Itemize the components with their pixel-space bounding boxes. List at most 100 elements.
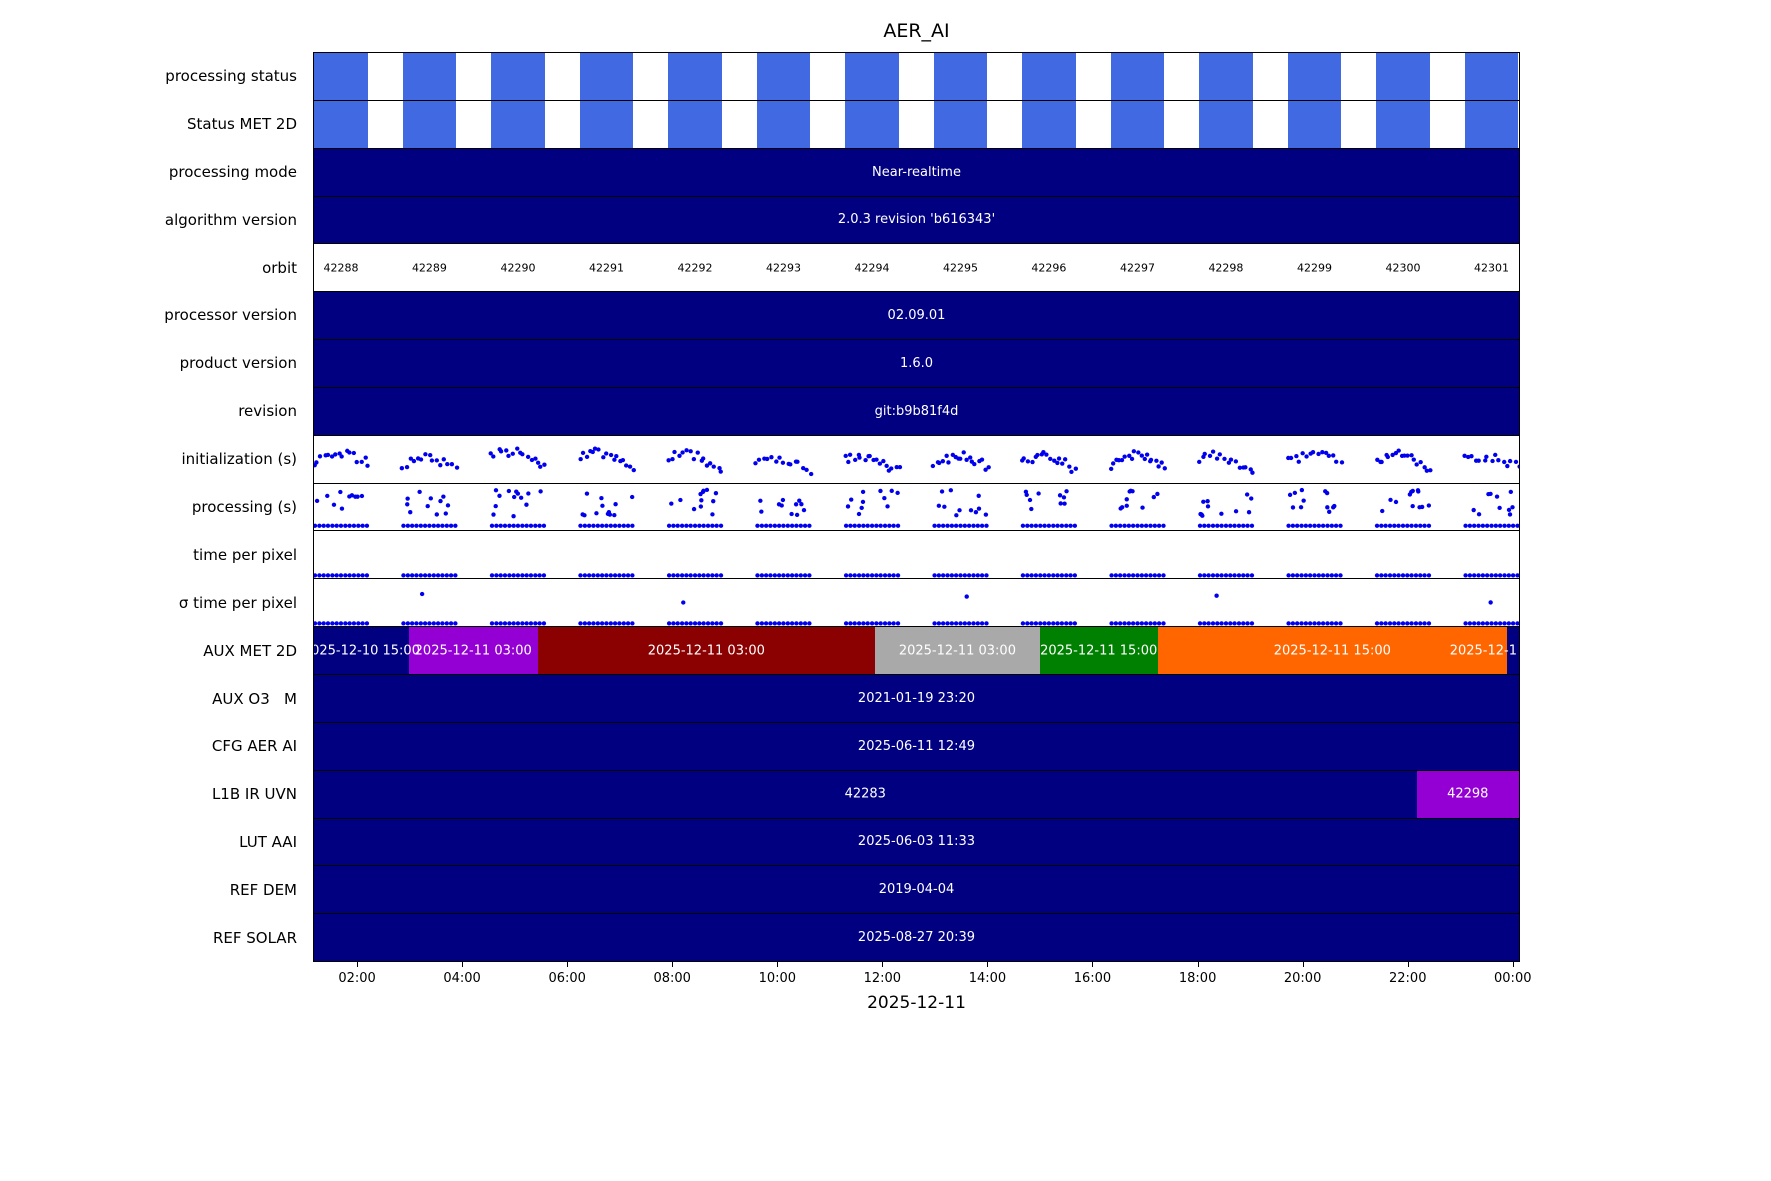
data-point — [1069, 469, 1074, 474]
data-point — [1113, 523, 1119, 528]
data-point — [794, 523, 799, 528]
row-label-algorithm-version: algorithm version — [164, 210, 297, 229]
data-point — [1233, 508, 1239, 513]
data-point — [333, 452, 338, 457]
data-point — [1506, 573, 1512, 578]
data-point — [1048, 456, 1053, 461]
data-point — [1462, 453, 1467, 458]
data-point — [1042, 621, 1047, 626]
data-point — [785, 621, 791, 626]
data-point — [860, 499, 866, 504]
data-point — [1020, 573, 1026, 578]
data-point — [435, 573, 441, 578]
data-point — [843, 573, 849, 578]
orbit-number: 42293 — [765, 261, 801, 275]
data-point — [930, 463, 936, 468]
data-point — [675, 621, 680, 626]
x-tick-mark — [672, 962, 674, 967]
data-point — [755, 621, 760, 626]
data-point — [621, 621, 626, 626]
data-point — [1374, 523, 1380, 528]
data-point — [1379, 573, 1384, 578]
data-point — [524, 523, 529, 528]
data-point — [506, 488, 512, 493]
data-point — [314, 573, 318, 578]
data-point — [1316, 573, 1322, 578]
data-point — [1375, 457, 1380, 462]
data-point — [1493, 523, 1499, 528]
data-point — [444, 523, 449, 528]
data-point — [1029, 621, 1034, 626]
data-point — [953, 523, 959, 528]
data-point — [1338, 621, 1343, 626]
data-point — [1426, 621, 1432, 626]
data-point — [504, 448, 509, 453]
data-point — [843, 453, 848, 458]
data-point — [780, 460, 786, 465]
data-point — [434, 511, 439, 517]
segment-label: 2025-12-11 03:00 — [414, 643, 532, 659]
segment-aux-met-2d: 2025-12-11 03:00 — [537, 627, 876, 674]
segment-label: 2025-12-11 15:00 — [1040, 643, 1158, 659]
data-point — [1383, 621, 1388, 626]
data-point — [1486, 491, 1491, 496]
data-point — [525, 454, 531, 459]
data-point — [621, 523, 626, 528]
data-point — [325, 621, 331, 626]
data-point — [932, 573, 937, 578]
data-point — [718, 573, 724, 578]
data-point — [541, 523, 547, 528]
data-point — [1471, 523, 1477, 528]
data-point — [1232, 573, 1237, 578]
data-point — [1484, 454, 1489, 459]
segment-aux-met-2d: 2025-12-11 15:00 — [1157, 627, 1508, 674]
data-point — [857, 455, 862, 460]
data-point — [343, 573, 348, 578]
data-point — [781, 573, 786, 578]
data-point — [675, 573, 680, 578]
data-point — [507, 523, 512, 528]
data-point — [759, 573, 765, 578]
data-point — [330, 523, 335, 528]
data-point — [691, 456, 697, 462]
x-tick-mark — [462, 962, 464, 967]
data-point — [1159, 460, 1164, 465]
data-point — [1110, 461, 1116, 466]
data-point — [1127, 453, 1132, 458]
data-point — [895, 573, 901, 578]
data-point — [1068, 523, 1073, 528]
data-point — [612, 573, 618, 578]
status-block — [1464, 53, 1519, 100]
data-point — [756, 457, 762, 462]
data-point — [520, 621, 525, 626]
data-point — [852, 621, 857, 626]
row-label-ref-solar: REF SOLAR — [212, 929, 297, 948]
data-point — [1327, 509, 1332, 514]
data-point — [427, 621, 432, 626]
orbit-number: 42292 — [677, 261, 713, 275]
data-point — [599, 495, 604, 500]
data-point — [677, 453, 682, 458]
data-point — [431, 621, 436, 626]
data-point — [511, 513, 516, 518]
data-point — [1118, 505, 1123, 511]
data-point — [422, 621, 428, 626]
data-point — [1410, 503, 1415, 508]
status-block — [579, 100, 634, 148]
data-point — [511, 523, 516, 528]
segment-label: 2025-12-11 03:00 — [647, 643, 765, 659]
data-point — [705, 523, 711, 528]
data-point — [1215, 523, 1220, 528]
data-point — [1030, 459, 1035, 464]
row-label-processing: processing (s) — [191, 498, 297, 516]
orbit-number: 42300 — [1385, 261, 1421, 275]
value-aux-o3-m: 2021-01-19 23:20 — [857, 690, 976, 706]
segment-label: 2025-12-11 15:00 — [1273, 643, 1391, 659]
data-point — [1494, 494, 1500, 499]
data-point — [1316, 451, 1321, 456]
data-point — [612, 621, 618, 626]
data-point — [1135, 523, 1140, 528]
data-point — [1490, 458, 1495, 463]
data-point — [578, 573, 583, 578]
status-block — [402, 100, 457, 148]
